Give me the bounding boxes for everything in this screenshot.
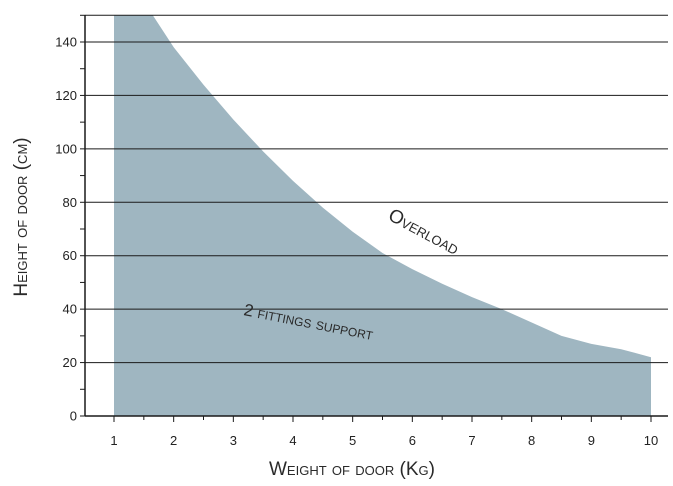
axis-layer (80, 14, 668, 422)
y-tick-label: 0 (70, 409, 77, 424)
x-tick-label: 1 (110, 433, 117, 448)
x-tick-label: 9 (588, 433, 595, 448)
area-fill (114, 15, 651, 417)
y-axis-title: Height of door (cm) (11, 137, 32, 296)
x-tick-label: 8 (528, 433, 535, 448)
x-tick-label: 3 (230, 433, 237, 448)
x-tick-label: 4 (289, 433, 296, 448)
y-tick-label: 120 (55, 88, 77, 103)
annotation-overload: Overload (385, 205, 463, 260)
x-axis-title: Weight of door (Kg) (269, 459, 435, 480)
x-tick-label: 6 (409, 433, 416, 448)
y-tick-label: 140 (55, 35, 77, 50)
area-layer (114, 15, 651, 417)
grid-layer (85, 14, 668, 364)
x-tick-label: 2 (170, 433, 177, 448)
y-tick-label: 20 (63, 355, 77, 370)
x-tick-label: 5 (349, 433, 356, 448)
x-tick-label: 10 (644, 433, 658, 448)
y-tick-label: 60 (63, 248, 77, 263)
y-tick-label: 80 (63, 195, 77, 210)
y-tick-label: 100 (55, 141, 77, 156)
y-tick-label: 40 (63, 302, 77, 317)
x-tick-label: 7 (468, 433, 475, 448)
